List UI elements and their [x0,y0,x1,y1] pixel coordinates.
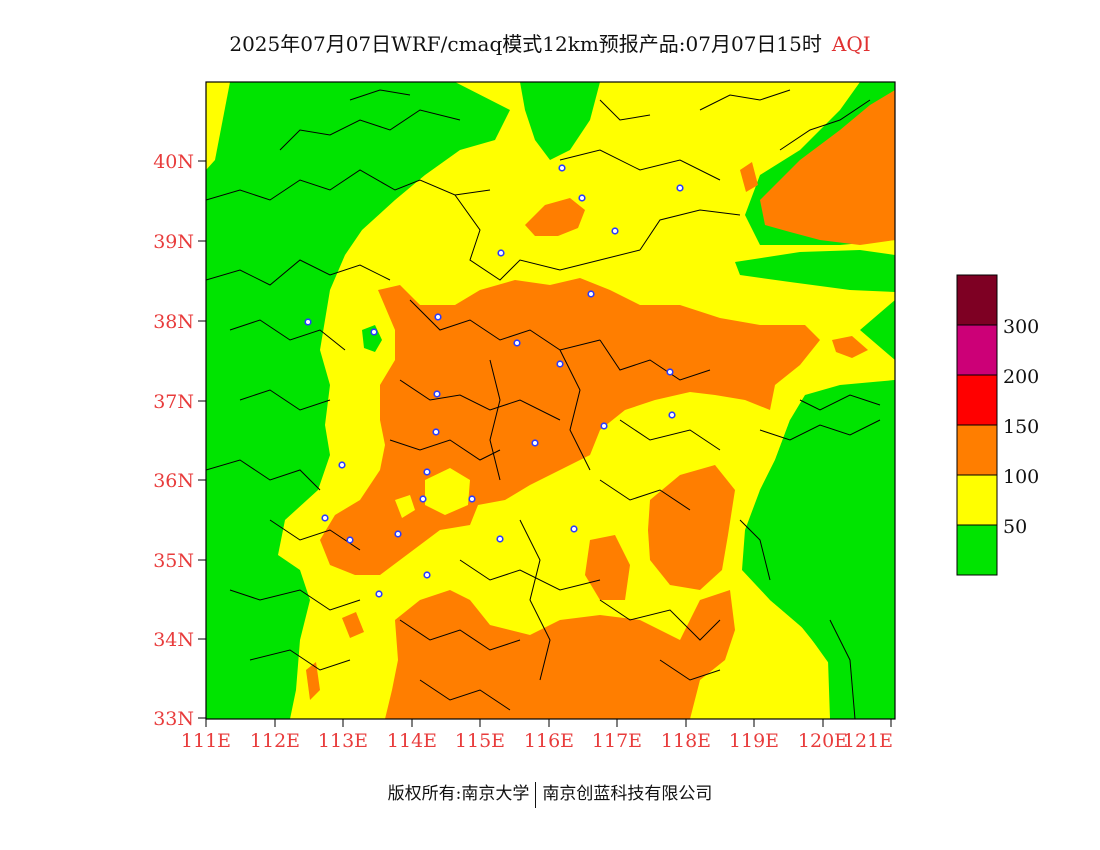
city-marker [434,313,442,321]
aqi-region-usg-mid-east [585,535,630,600]
city-marker [587,290,595,298]
city-markers [304,164,684,598]
city-marker [513,339,521,347]
copyright-left: 版权所有:南京大学 [387,784,530,804]
city-marker [570,525,578,533]
lon-label: 115E [455,730,505,752]
aqi-region-usg-south [385,590,735,719]
title-product: AQI [831,32,871,56]
title-main: 2025年07月07日WRF/cmaq模式12km预报产品:07月07日15时 [229,32,822,56]
lon-label: 114E [387,730,437,752]
aqi-region-good-sea [748,380,895,719]
lon-label: 111E [181,730,231,752]
legend-label: 300 [1003,316,1039,338]
aqi-region-usg-shandong [832,336,868,358]
city-marker [375,590,383,598]
city-marker [304,318,312,326]
city-marker [394,530,402,538]
aqi-region-moderate-west [206,82,230,170]
city-marker [419,495,427,503]
aqi-region-usg-beijing [525,198,585,236]
lat-label: 39N [153,231,194,253]
lat-label: 40N [153,151,194,173]
aqi-hole-moderate-2 [395,495,415,518]
map-title: 2025年07月07日WRF/cmaq模式12km预报产品:07月07日15时 A… [0,28,1100,57]
legend-swatch-moderate [957,475,997,525]
legend-swatch-good [957,525,997,575]
lat-label: 34N [153,629,194,651]
lat-label: 38N [153,311,194,333]
aqi-region-usg-sw2 [342,612,364,638]
aqi-region-usg-northeast [760,90,895,245]
latitude-labels: 33N 34N 35N 36N 37N 38N 39N 40N [153,151,194,730]
lon-label: 121E [843,730,893,752]
aqi-pocket-good-north [520,82,600,160]
copyright-separator [535,781,537,808]
aqi-legend: 300 200 150 100 50 [956,274,1039,576]
lon-label: 113E [318,730,368,752]
legend-swatch-hazardous [957,275,997,325]
city-marker [432,428,440,436]
city-marker [668,411,676,419]
city-marker [370,328,378,336]
city-marker [531,439,539,447]
map-plot-area [206,82,895,719]
city-marker [496,535,504,543]
city-marker [321,514,329,522]
aqi-hole-moderate-1 [425,468,470,515]
legend-label: 200 [1003,366,1039,388]
copyright: 版权所有:南京大学 南京创蓝科技有限公司 [0,779,1100,808]
legend-label: 100 [1003,466,1039,488]
city-marker [611,227,619,235]
lat-label: 35N [153,550,194,572]
lon-label: 118E [661,730,711,752]
axis-ticks [198,160,892,727]
legend-label: 150 [1003,416,1039,438]
lat-label: 36N [153,470,194,492]
copyright-right: 南京创蓝科技有限公司 [542,784,713,804]
city-marker [556,360,564,368]
city-marker [423,468,431,476]
city-marker [666,368,674,376]
city-marker [676,184,684,192]
city-marker [558,164,566,172]
aqi-pocket-good-bohai [735,250,895,292]
city-marker [600,422,608,430]
lon-label: 112E [250,730,300,752]
lon-label: 117E [592,730,642,752]
city-marker [468,495,476,503]
longitude-labels: 111E 112E 113E 114E 115E 116E 117E 118E … [181,730,893,752]
admin-boundaries [206,89,881,719]
legend-label: 50 [1003,516,1027,538]
city-marker [433,390,441,398]
legend-swatch-usg [957,425,997,475]
lon-label: 119E [729,730,779,752]
legend-swatch-unhealthy [957,375,997,425]
aqi-region-usg-ne-spot [740,162,758,192]
city-marker [497,249,505,257]
city-marker [346,536,354,544]
lon-label: 116E [524,730,574,752]
legend-swatch-very-unhealthy [957,325,997,375]
city-marker [423,571,431,579]
lon-label: 120E [798,730,848,752]
city-marker [338,461,346,469]
lat-label: 33N [153,708,194,730]
city-marker [578,194,586,202]
aqi-region-usg-southwest [306,662,320,700]
lat-label: 37N [153,391,194,413]
